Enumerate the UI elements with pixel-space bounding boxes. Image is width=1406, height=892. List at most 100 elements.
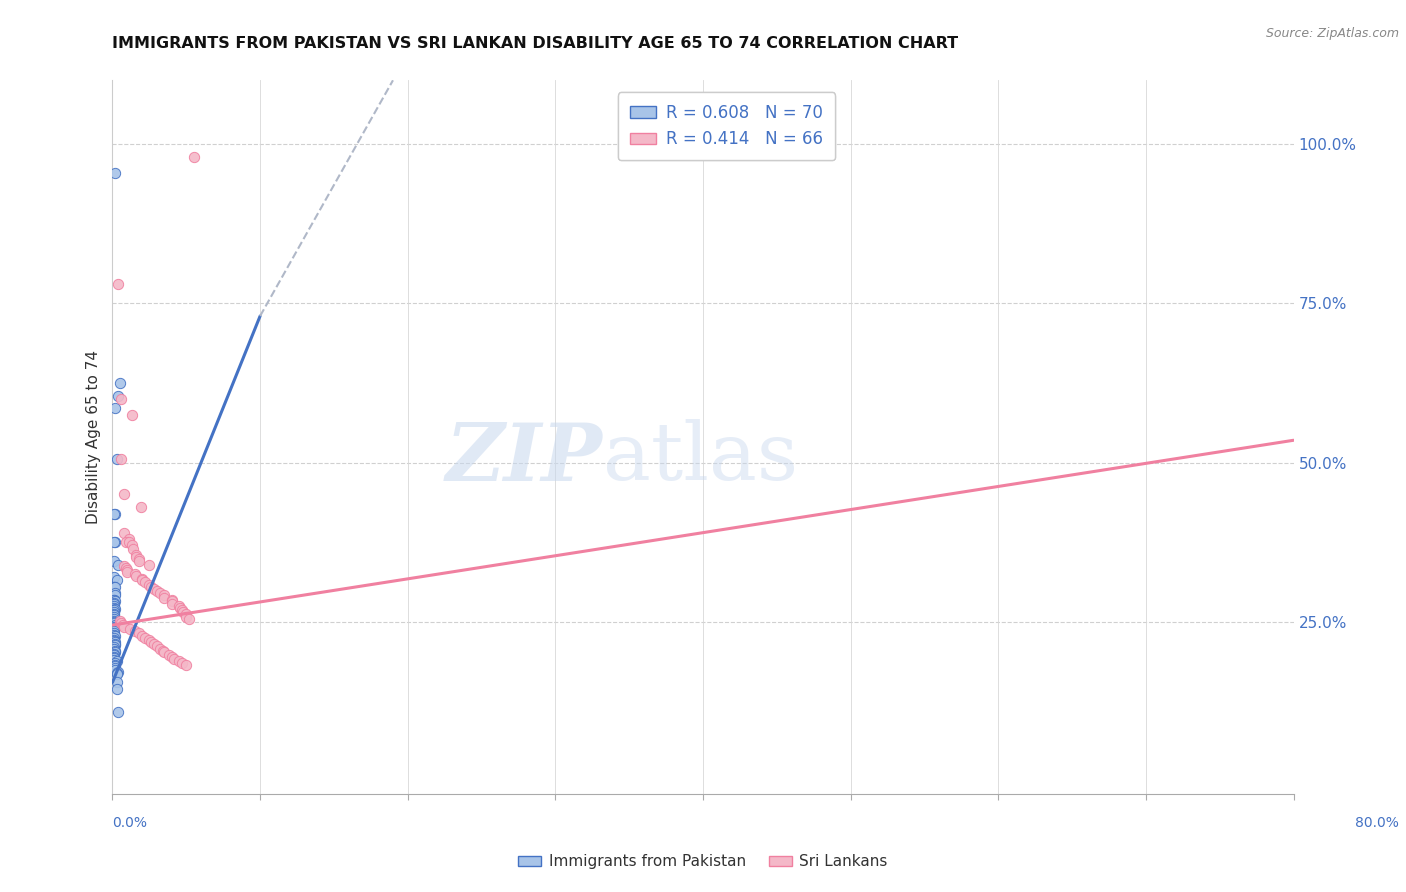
Point [103,627,125,641]
Point [114,560,136,574]
Point [103,570,125,584]
Point [103,640,125,655]
Point [103,605,125,619]
Point [104,602,127,616]
Point [103,632,125,647]
Point [105,452,128,467]
Text: 0.0%: 0.0% [112,816,148,830]
Point [169,600,191,615]
Point [107,706,129,720]
Point [128,552,150,566]
Point [142,637,165,651]
Point [174,658,197,673]
Point [103,609,125,624]
Point [110,392,132,406]
Point [131,574,153,588]
Point [125,569,148,583]
Point [112,620,135,634]
Point [103,634,125,648]
Point [103,603,125,617]
Point [122,541,145,556]
Point [146,639,169,653]
Point [146,584,169,599]
Point [104,629,127,643]
Point [125,548,148,562]
Point [104,588,127,602]
Point [103,616,125,631]
Point [125,549,148,564]
Point [105,675,128,690]
Point [107,558,129,572]
Point [112,558,135,573]
Point [104,645,127,659]
Point [114,535,136,549]
Point [134,575,156,590]
Text: Source: ZipAtlas.com: Source: ZipAtlas.com [1265,27,1399,40]
Point [105,681,128,696]
Point [139,635,162,649]
Point [103,597,125,611]
Point [157,648,180,662]
Point [153,591,176,605]
Y-axis label: Disability Age 65 to 74: Disability Age 65 to 74 [86,350,101,524]
Point [103,580,125,594]
Point [134,631,156,645]
Point [104,166,127,180]
Point [103,612,125,626]
Point [138,558,160,572]
Point [103,653,125,667]
Point [112,487,135,501]
Point [103,626,125,640]
Point [103,648,125,662]
Point [160,649,183,664]
Point [103,507,125,521]
Point [105,654,128,668]
Text: atlas: atlas [603,419,797,498]
Point [108,376,131,390]
Point [104,658,127,673]
Point [103,623,125,637]
Point [104,618,127,632]
Point [105,665,128,680]
Point [104,639,127,653]
Point [104,507,127,521]
Text: ZIP: ZIP [446,420,603,497]
Point [129,500,152,515]
Point [131,572,153,586]
Legend: R = 0.608   N = 70, R = 0.414   N = 66: R = 0.608 N = 70, R = 0.414 N = 66 [619,92,835,160]
Point [118,532,141,546]
Point [121,538,143,552]
Point [104,663,127,677]
Point [138,632,160,647]
Point [138,578,160,592]
Point [160,594,183,608]
Point [103,641,125,656]
Point [105,667,128,681]
Point [103,608,125,623]
Point [103,535,125,549]
Point [103,596,125,610]
Point [104,661,127,675]
Point [104,657,127,671]
Point [131,629,153,643]
Point [163,652,186,666]
Point [103,631,125,645]
Point [110,616,132,631]
Point [174,609,197,624]
Point [103,621,125,635]
Point [104,635,127,649]
Point [149,586,172,600]
Point [103,647,125,661]
Point [172,605,194,619]
Point [103,607,125,622]
Point [142,582,165,596]
Point [112,525,135,540]
Point [103,600,125,615]
Point [107,665,129,679]
Point [103,580,125,594]
Point [103,615,125,629]
Point [105,574,128,588]
Point [104,594,127,608]
Point [103,649,125,664]
Point [103,614,125,628]
